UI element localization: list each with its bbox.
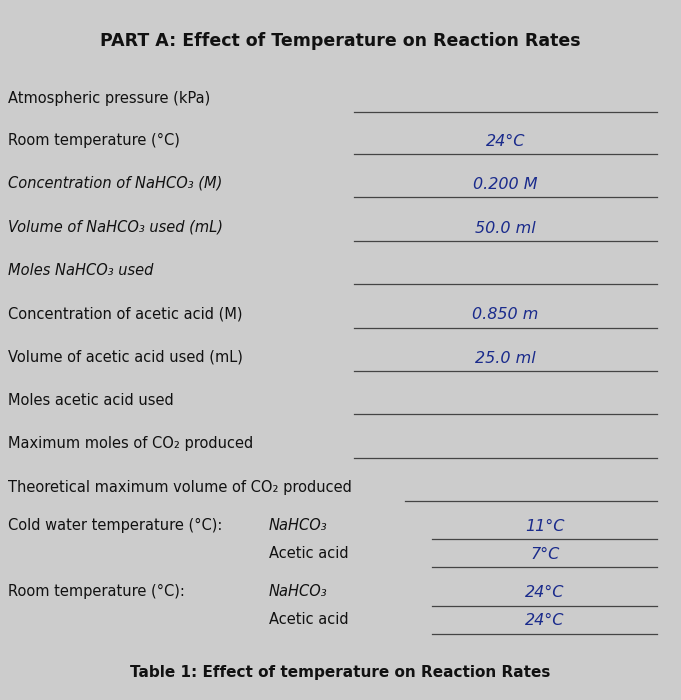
- Text: Moles acetic acid used: Moles acetic acid used: [8, 393, 174, 408]
- Text: Concentration of acetic acid (M): Concentration of acetic acid (M): [8, 306, 242, 321]
- Text: Volume of acetic acid used (mL): Volume of acetic acid used (mL): [8, 349, 243, 365]
- Text: 25.0 ml: 25.0 ml: [475, 351, 536, 366]
- Text: 7°C: 7°C: [530, 547, 559, 562]
- Text: 50.0 ml: 50.0 ml: [475, 220, 536, 236]
- Text: Theoretical maximum volume of CO₂ produced: Theoretical maximum volume of CO₂ produc…: [8, 480, 352, 495]
- Text: Concentration of NaHCO₃ (M): Concentration of NaHCO₃ (M): [8, 176, 223, 191]
- Text: NaHCO₃: NaHCO₃: [269, 584, 328, 599]
- Text: 0.200 M: 0.200 M: [473, 177, 538, 192]
- Text: Acetic acid: Acetic acid: [269, 545, 349, 561]
- Text: 11°C: 11°C: [525, 519, 565, 534]
- Text: Cold water temperature (°C):: Cold water temperature (°C):: [8, 517, 223, 533]
- Text: Maximum moles of CO₂ produced: Maximum moles of CO₂ produced: [8, 436, 253, 452]
- Text: Table 1: Effect of temperature on Reaction Rates: Table 1: Effect of temperature on Reacti…: [130, 666, 551, 680]
- Text: Moles NaHCO₃ used: Moles NaHCO₃ used: [8, 262, 153, 278]
- Text: Volume of NaHCO₃ used (mL): Volume of NaHCO₃ used (mL): [8, 219, 223, 234]
- Text: Acetic acid: Acetic acid: [269, 612, 349, 627]
- Text: Atmospheric pressure (kPa): Atmospheric pressure (kPa): [8, 90, 210, 106]
- Text: 0.850 m: 0.850 m: [473, 307, 539, 323]
- Text: Room temperature (°C): Room temperature (°C): [8, 132, 180, 148]
- Text: NaHCO₃: NaHCO₃: [269, 517, 328, 533]
- Text: PART A: Effect of Temperature on Reaction Rates: PART A: Effect of Temperature on Reactio…: [100, 32, 581, 50]
- Text: 24°C: 24°C: [486, 134, 525, 149]
- Text: 24°C: 24°C: [525, 613, 565, 629]
- Text: 24°C: 24°C: [525, 585, 565, 601]
- Text: Room temperature (°C):: Room temperature (°C):: [8, 584, 185, 599]
